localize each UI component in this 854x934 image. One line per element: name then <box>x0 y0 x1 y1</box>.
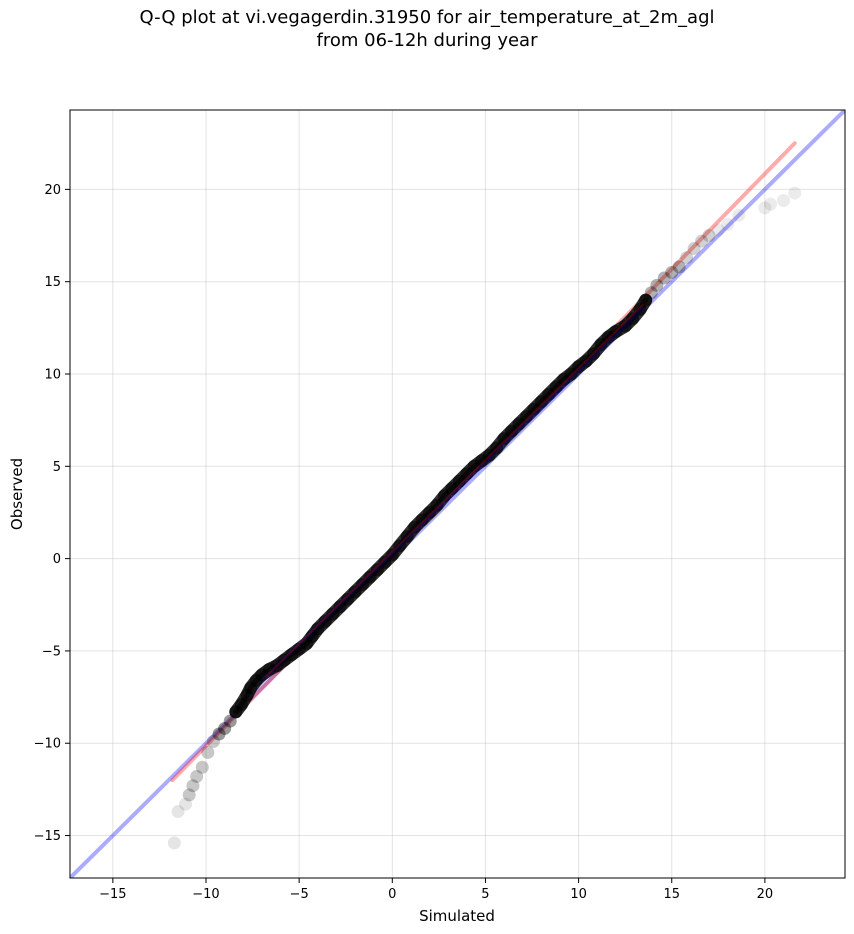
x-tick-label: 15 <box>663 887 680 902</box>
chart-title: Q-Q plot at vi.vegagerdin.31950 for air_… <box>139 7 715 28</box>
qq-point <box>680 251 694 265</box>
qq-point <box>430 498 444 512</box>
x-tick-label: −15 <box>99 887 126 902</box>
qq-point <box>195 760 209 774</box>
qq-point <box>777 193 791 207</box>
qq-point <box>639 293 653 307</box>
x-tick-label: 0 <box>388 887 396 902</box>
y-tick-label: 5 <box>53 460 61 475</box>
y-tick-label: −10 <box>34 737 61 752</box>
qq-point <box>665 265 679 279</box>
chart-subtitle: from 06-12h during year <box>316 30 538 51</box>
y-tick-label: 10 <box>44 368 61 383</box>
x-tick-label: 5 <box>481 887 489 902</box>
qq-point <box>586 347 600 361</box>
identity-line-overlay <box>260 306 645 682</box>
x-axis-label: Simulated <box>419 907 495 925</box>
grid <box>70 110 845 878</box>
y-tick-label: 20 <box>44 183 61 198</box>
plot-frame <box>69 109 846 879</box>
qq-point <box>644 286 658 300</box>
qq-point <box>393 539 407 553</box>
qq-point <box>672 260 686 274</box>
qq-point <box>763 197 777 211</box>
qq-point <box>179 797 193 811</box>
x-tick-label: −5 <box>290 887 309 902</box>
qq-point <box>490 441 504 455</box>
y-tick-label: 15 <box>44 275 61 290</box>
y-tick-label: −5 <box>42 644 61 659</box>
qq-point <box>167 836 181 850</box>
qq-point <box>212 727 226 741</box>
qq-point <box>182 788 196 802</box>
qq-point <box>695 234 709 248</box>
y-axis-label: Observed <box>8 458 26 530</box>
identity-line <box>70 110 845 878</box>
x-tick-label: 20 <box>757 887 774 902</box>
qq-point <box>626 312 640 326</box>
data-points <box>167 186 802 850</box>
qq-point <box>190 769 204 783</box>
qq-point <box>788 186 802 200</box>
qq-point <box>385 548 399 562</box>
x-tick-label: −10 <box>192 887 219 902</box>
axis-ticks: −15 −10 −5 0 5 10 15 20 −15 −10 −5 0 5 10 15 20 <box>34 183 774 902</box>
qq-point <box>218 721 232 735</box>
x-tick-label: 10 <box>570 887 587 902</box>
qq-point <box>201 745 215 759</box>
qq-point <box>758 201 772 215</box>
y-tick-label: 0 <box>53 552 61 567</box>
y-tick-label: −15 <box>34 829 61 844</box>
qq-point <box>400 529 414 543</box>
qq-point <box>711 223 725 237</box>
qq-point <box>721 217 735 231</box>
qq-point <box>687 241 701 255</box>
qq-point <box>657 271 671 285</box>
qq-point <box>732 208 746 222</box>
qq-point <box>171 805 185 819</box>
qq-point <box>186 779 200 793</box>
qq-point <box>206 734 220 748</box>
fit-line-overlay <box>264 303 645 678</box>
qq-point <box>650 278 664 292</box>
qq-point <box>702 229 716 243</box>
